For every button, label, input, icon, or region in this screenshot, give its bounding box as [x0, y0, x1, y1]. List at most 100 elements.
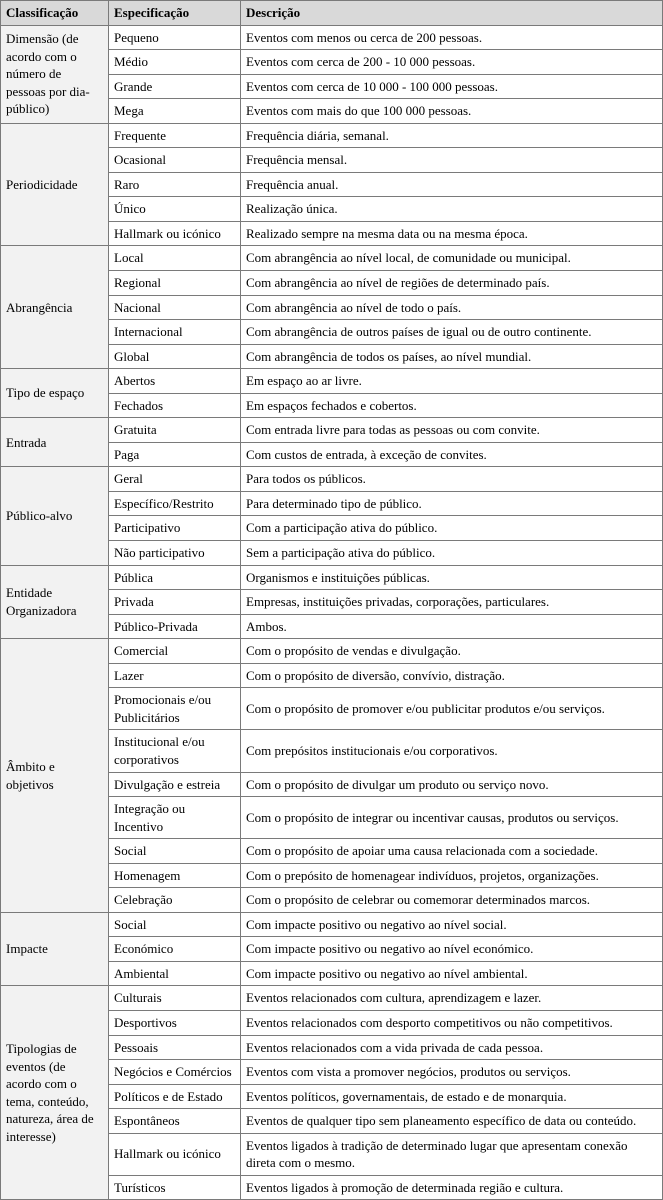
spec-cell: Turísticos: [109, 1175, 241, 1200]
spec-cell: Privada: [109, 590, 241, 615]
spec-cell: Pública: [109, 565, 241, 590]
spec-cell: Grande: [109, 74, 241, 99]
spec-cell: Comercial: [109, 639, 241, 664]
desc-cell: Com abrangência de outros países de igua…: [241, 320, 663, 345]
table-row: Âmbito e objetivosComercialCom o propósi…: [1, 639, 663, 664]
spec-cell: Social: [109, 839, 241, 864]
desc-cell: Com impacte positivo ou negativo ao níve…: [241, 937, 663, 962]
desc-cell: Frequência mensal.: [241, 148, 663, 173]
desc-cell: Com a participação ativa do público.: [241, 516, 663, 541]
table-row: PeriodicidadeFrequenteFrequência diária,…: [1, 123, 663, 148]
group-cell: Tipologias de eventos (de acordo com o t…: [1, 986, 109, 1200]
header-classificacao: Classificação: [1, 1, 109, 26]
spec-cell: Abertos: [109, 369, 241, 394]
desc-cell: Com o propósito de divulgar um produto o…: [241, 772, 663, 797]
table-row: AbrangênciaLocalCom abrangência ao nível…: [1, 246, 663, 271]
spec-cell: Não participativo: [109, 541, 241, 566]
spec-cell: Fechados: [109, 393, 241, 418]
desc-cell: Realização única.: [241, 197, 663, 222]
desc-cell: Com abrangência ao nível de todo o país.: [241, 295, 663, 320]
desc-cell: Com abrangência ao nível de regiões de d…: [241, 271, 663, 296]
desc-cell: Eventos com menos ou cerca de 200 pessoa…: [241, 25, 663, 50]
spec-cell: Espontâneos: [109, 1109, 241, 1134]
desc-cell: Empresas, instituições privadas, corpora…: [241, 590, 663, 615]
desc-cell: Eventos ligados à tradição de determinad…: [241, 1133, 663, 1175]
desc-cell: Com custos de entrada, à exceção de conv…: [241, 442, 663, 467]
group-cell: Tipo de espaço: [1, 369, 109, 418]
table-row: Entidade OrganizadoraPúblicaOrganismos e…: [1, 565, 663, 590]
spec-cell: Paga: [109, 442, 241, 467]
desc-cell: Com o propósito de promover e/ou publici…: [241, 688, 663, 730]
desc-cell: Frequência diária, semanal.: [241, 123, 663, 148]
spec-cell: Internacional: [109, 320, 241, 345]
desc-cell: Eventos ligados à promoção de determinad…: [241, 1175, 663, 1200]
spec-cell: Raro: [109, 172, 241, 197]
spec-cell: Específico/Restrito: [109, 491, 241, 516]
desc-cell: Com impacte positivo ou negativo ao níve…: [241, 961, 663, 986]
spec-cell: Hallmark ou icónico: [109, 1133, 241, 1175]
spec-cell: Público-Privada: [109, 614, 241, 639]
spec-cell: Lazer: [109, 663, 241, 688]
desc-cell: Com o propósito de integrar ou incentiva…: [241, 797, 663, 839]
desc-cell: Para todos os públicos.: [241, 467, 663, 492]
desc-cell: Com abrangência ao nível local, de comun…: [241, 246, 663, 271]
spec-cell: Médio: [109, 50, 241, 75]
group-cell: Âmbito e objetivos: [1, 639, 109, 913]
spec-cell: Único: [109, 197, 241, 222]
desc-cell: Com o propósito de celebrar ou comemorar…: [241, 888, 663, 913]
desc-cell: Em espaços fechados e cobertos.: [241, 393, 663, 418]
group-cell: Público-alvo: [1, 467, 109, 565]
desc-cell: Realizado sempre na mesma data ou na mes…: [241, 221, 663, 246]
spec-cell: Geral: [109, 467, 241, 492]
spec-cell: Celebração: [109, 888, 241, 913]
desc-cell: Com impacte positivo ou negativo ao níve…: [241, 912, 663, 937]
spec-cell: Promocionais e/ou Publicitários: [109, 688, 241, 730]
spec-cell: Mega: [109, 99, 241, 124]
desc-cell: Com o propósito de diversão, convívio, d…: [241, 663, 663, 688]
table-row: Dimensão (de acordo com o número de pess…: [1, 25, 663, 50]
spec-cell: Desportivos: [109, 1010, 241, 1035]
desc-cell: Com o propósito de apoiar uma causa rela…: [241, 839, 663, 864]
desc-cell: Sem a participação ativa do público.: [241, 541, 663, 566]
group-cell: Periodicidade: [1, 123, 109, 246]
desc-cell: Com o prepósito de homenagear indivíduos…: [241, 863, 663, 888]
desc-cell: Eventos relacionados com cultura, aprend…: [241, 986, 663, 1011]
desc-cell: Com prepósitos institucionais e/ou corpo…: [241, 730, 663, 772]
spec-cell: Pessoais: [109, 1035, 241, 1060]
spec-cell: Pequeno: [109, 25, 241, 50]
desc-cell: Organismos e instituições públicas.: [241, 565, 663, 590]
spec-cell: Participativo: [109, 516, 241, 541]
table-row: Tipo de espaçoAbertosEm espaço ao ar liv…: [1, 369, 663, 394]
group-cell: Abrangência: [1, 246, 109, 369]
desc-cell: Eventos relacionados com desporto compet…: [241, 1010, 663, 1035]
spec-cell: Divulgação e estreia: [109, 772, 241, 797]
spec-cell: Políticos e de Estado: [109, 1084, 241, 1109]
desc-cell: Com abrangência de todos os países, ao n…: [241, 344, 663, 369]
desc-cell: Para determinado tipo de público.: [241, 491, 663, 516]
classification-table: Classificação Especificação Descrição Di…: [0, 0, 663, 1200]
desc-cell: Com entrada livre para todas as pessoas …: [241, 418, 663, 443]
spec-cell: Social: [109, 912, 241, 937]
group-cell: Impacte: [1, 912, 109, 986]
desc-cell: Frequência anual.: [241, 172, 663, 197]
desc-cell: Eventos com mais do que 100 000 pessoas.: [241, 99, 663, 124]
spec-cell: Frequente: [109, 123, 241, 148]
spec-cell: Culturais: [109, 986, 241, 1011]
table-row: ImpacteSocialCom impacte positivo ou neg…: [1, 912, 663, 937]
spec-cell: Global: [109, 344, 241, 369]
table-row: Tipologias de eventos (de acordo com o t…: [1, 986, 663, 1011]
spec-cell: Nacional: [109, 295, 241, 320]
header-especificacao: Especificação: [109, 1, 241, 26]
group-cell: Entrada: [1, 418, 109, 467]
desc-cell: Eventos de qualquer tipo sem planeamento…: [241, 1109, 663, 1134]
spec-cell: Regional: [109, 271, 241, 296]
desc-cell: Eventos relacionados com a vida privada …: [241, 1035, 663, 1060]
spec-cell: Institucional e/ou corporativos: [109, 730, 241, 772]
desc-cell: Com o propósito de vendas e divulgação.: [241, 639, 663, 664]
table-row: Público-alvoGeralPara todos os públicos.: [1, 467, 663, 492]
table-header-row: Classificação Especificação Descrição: [1, 1, 663, 26]
spec-cell: Ocasional: [109, 148, 241, 173]
spec-cell: Integração ou Incentivo: [109, 797, 241, 839]
group-cell: Entidade Organizadora: [1, 565, 109, 639]
desc-cell: Ambos.: [241, 614, 663, 639]
